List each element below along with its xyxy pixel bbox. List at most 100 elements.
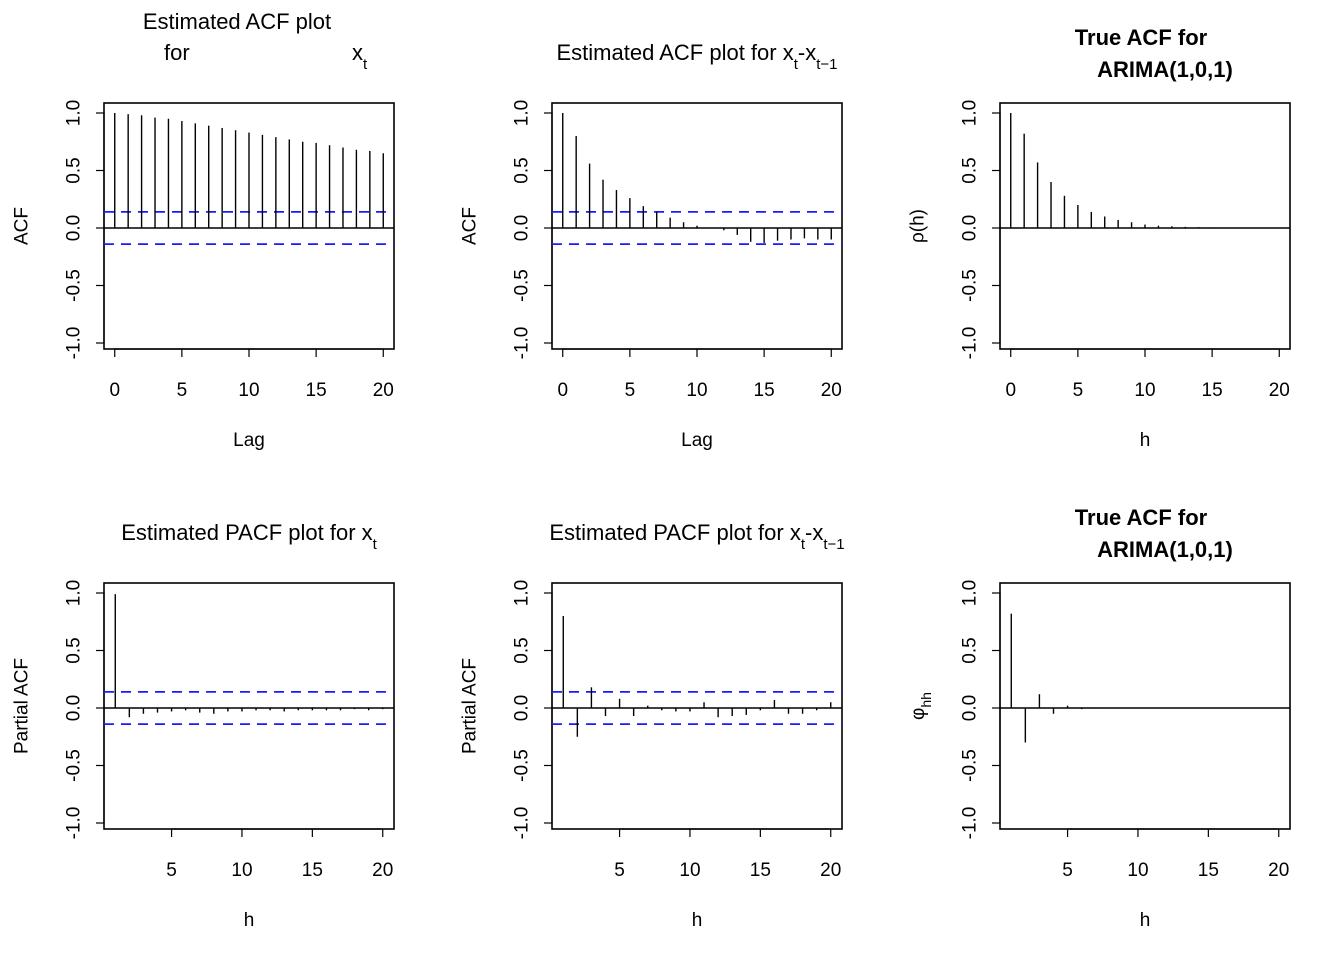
x-tick-label: 10 bbox=[1127, 860, 1148, 881]
y-axis: -1.0 -0.5 0.0 0.5 1.0 ACF bbox=[460, 100, 553, 360]
y-tick-label: 0.0 bbox=[64, 695, 85, 721]
y-axis-label: φhh bbox=[908, 692, 935, 720]
x-tick-label: 15 bbox=[750, 860, 771, 881]
y-tick-label: 0.0 bbox=[512, 695, 533, 721]
x-tick-label: 10 bbox=[686, 380, 707, 401]
title-var-a: x bbox=[790, 520, 801, 545]
y-tick-label: 1.0 bbox=[64, 100, 85, 126]
y-axis-label: ACF bbox=[460, 207, 481, 245]
x-tick-label: 15 bbox=[302, 860, 323, 881]
panel-1: 0 5 10 15 20 Lag -1.0 -0.5 0.0 0.5 1.0 ACF Estimated… bbox=[12, 9, 395, 451]
x-axis-label: h bbox=[692, 910, 703, 931]
y-tick-label: -1.0 bbox=[64, 807, 85, 840]
y-axis: -1.0 -0.5 0.0 0.5 1.0 Partial ACF bbox=[460, 580, 553, 840]
title-line-1: Estimated ACF plot bbox=[143, 9, 331, 34]
x-axis-label: Lag bbox=[681, 430, 713, 451]
y-tick-label: -0.5 bbox=[512, 269, 533, 302]
x-axis: 5 10 15 20 h bbox=[1062, 828, 1289, 931]
x-tick-label: 20 bbox=[373, 380, 394, 401]
title-text: Estimated PACF plot for bbox=[549, 520, 789, 545]
x-tick-label: 5 bbox=[1062, 860, 1073, 881]
panel-5: 5 10 15 20 h -1.0 -0.5 0.0 0.5 1.0 Partial ACF Esti… bbox=[460, 520, 845, 931]
title-line-1: Estimated PACF plot for xt-xt−1 bbox=[549, 520, 844, 553]
y-tick-label: -1.0 bbox=[512, 807, 533, 840]
title-var-b: x bbox=[812, 520, 823, 545]
panel-2: 0 5 10 15 20 Lag -1.0 -0.5 0.0 0.5 1.0 ACF Estimated… bbox=[460, 40, 843, 451]
x-tick-label: 5 bbox=[614, 860, 625, 881]
x-tick-label: 5 bbox=[625, 380, 636, 401]
title-sub-b: t−1 bbox=[816, 56, 837, 73]
y-tick-label: -1.0 bbox=[960, 807, 981, 840]
x-axis: 0 5 10 15 20 Lag bbox=[557, 348, 842, 451]
spikes bbox=[562, 113, 832, 243]
title-line-2: ARIMA(1,0,1) bbox=[1097, 57, 1233, 82]
y-axis: -1.0 -0.5 0.0 0.5 1.0 Partial ACF bbox=[12, 580, 105, 840]
panel-3: 0 5 10 15 20 h -1.0 -0.5 0.0 0.5 1.0 ρ(h) True ACF f… bbox=[908, 25, 1291, 451]
y-tick-label: 0.0 bbox=[960, 695, 981, 721]
plot-frame bbox=[999, 582, 1291, 830]
panel-6: 5 10 15 20 h -1.0 -0.5 0.0 0.5 1.0 φhh True ACF for… bbox=[908, 505, 1291, 931]
title-line-1: Estimated ACF plot for xt-xt−1 bbox=[557, 40, 838, 73]
y-tick-label: 0.5 bbox=[960, 157, 981, 183]
chart-title: True ACF for ARIMA(1,0,1) bbox=[1075, 505, 1233, 562]
title-line-1: Estimated PACF plot for xt bbox=[121, 520, 377, 553]
y-tick-label: 1.0 bbox=[64, 580, 85, 606]
x-axis-label: h bbox=[244, 910, 255, 931]
y-tick-label: -1.0 bbox=[512, 327, 533, 360]
title-var-a: x bbox=[352, 40, 363, 65]
x-tick-label: 20 bbox=[821, 380, 842, 401]
plot-frame bbox=[103, 582, 395, 830]
x-tick-label: 15 bbox=[1202, 380, 1223, 401]
y-axis-label: Partial ACF bbox=[12, 658, 33, 754]
x-tick-label: 0 bbox=[1005, 380, 1016, 401]
y-tick-label: 1.0 bbox=[960, 580, 981, 606]
y-tick-label: 0.5 bbox=[512, 157, 533, 183]
chart-title: Estimated ACF plot for xt bbox=[143, 9, 368, 73]
y-axis-label: Partial ACF bbox=[460, 658, 481, 754]
x-tick-label: 5 bbox=[1073, 380, 1084, 401]
y-tick-label: -0.5 bbox=[960, 749, 981, 782]
title-var-a: x bbox=[362, 520, 373, 545]
x-tick-label: 5 bbox=[177, 380, 188, 401]
title-var-b: x bbox=[805, 40, 816, 65]
title-var-a: x bbox=[783, 40, 794, 65]
x-tick-label: 15 bbox=[754, 380, 775, 401]
y-tick-label: 0.5 bbox=[64, 157, 85, 183]
title-line-1: True ACF for bbox=[1075, 25, 1208, 50]
title-sub-a: t bbox=[373, 536, 378, 553]
y-tick-label: 0.0 bbox=[512, 215, 533, 241]
y-tick-label: -1.0 bbox=[960, 327, 981, 360]
x-tick-label: 10 bbox=[1134, 380, 1155, 401]
spikes bbox=[114, 113, 384, 228]
y-axis: -1.0 -0.5 0.0 0.5 1.0 ACF bbox=[12, 100, 105, 359]
chart-title: Estimated PACF plot for xt bbox=[121, 520, 377, 553]
x-tick-label: 20 bbox=[1268, 860, 1289, 881]
x-tick-label: 10 bbox=[679, 860, 700, 881]
plot-frame bbox=[551, 582, 843, 830]
x-tick-label: 5 bbox=[166, 860, 177, 881]
x-tick-label: 10 bbox=[231, 860, 252, 881]
spikes bbox=[562, 616, 832, 737]
y-label-symbol: φ bbox=[908, 708, 929, 720]
title-sub-a: t bbox=[363, 56, 368, 73]
y-tick-label: 0.5 bbox=[64, 637, 85, 663]
x-tick-label: 20 bbox=[372, 860, 393, 881]
y-axis: -1.0 -0.5 0.0 0.5 1.0 ρ(h) bbox=[908, 100, 1001, 360]
x-axis: 0 5 10 15 20 h bbox=[1005, 348, 1290, 451]
y-tick-label: 1.0 bbox=[512, 100, 533, 126]
y-axis-label: ACF bbox=[12, 207, 33, 245]
title-minus: - bbox=[798, 40, 805, 65]
x-tick-label: 15 bbox=[306, 380, 327, 401]
x-axis: 5 10 15 20 h bbox=[166, 828, 393, 931]
x-tick-label: 0 bbox=[557, 380, 568, 401]
x-axis: 5 10 15 20 h bbox=[614, 828, 841, 931]
y-tick-label: 1.0 bbox=[512, 580, 533, 606]
spikes bbox=[114, 594, 384, 718]
spikes bbox=[1010, 113, 1280, 228]
x-axis-label: h bbox=[1140, 430, 1151, 451]
x-axis-label: Lag bbox=[233, 430, 265, 451]
y-tick-label: 0.5 bbox=[512, 637, 533, 663]
title-text: Estimated PACF plot for bbox=[121, 520, 361, 545]
panel-4: 5 10 15 20 h -1.0 -0.5 0.0 0.5 1.0 Partial ACF Esti… bbox=[12, 520, 395, 931]
